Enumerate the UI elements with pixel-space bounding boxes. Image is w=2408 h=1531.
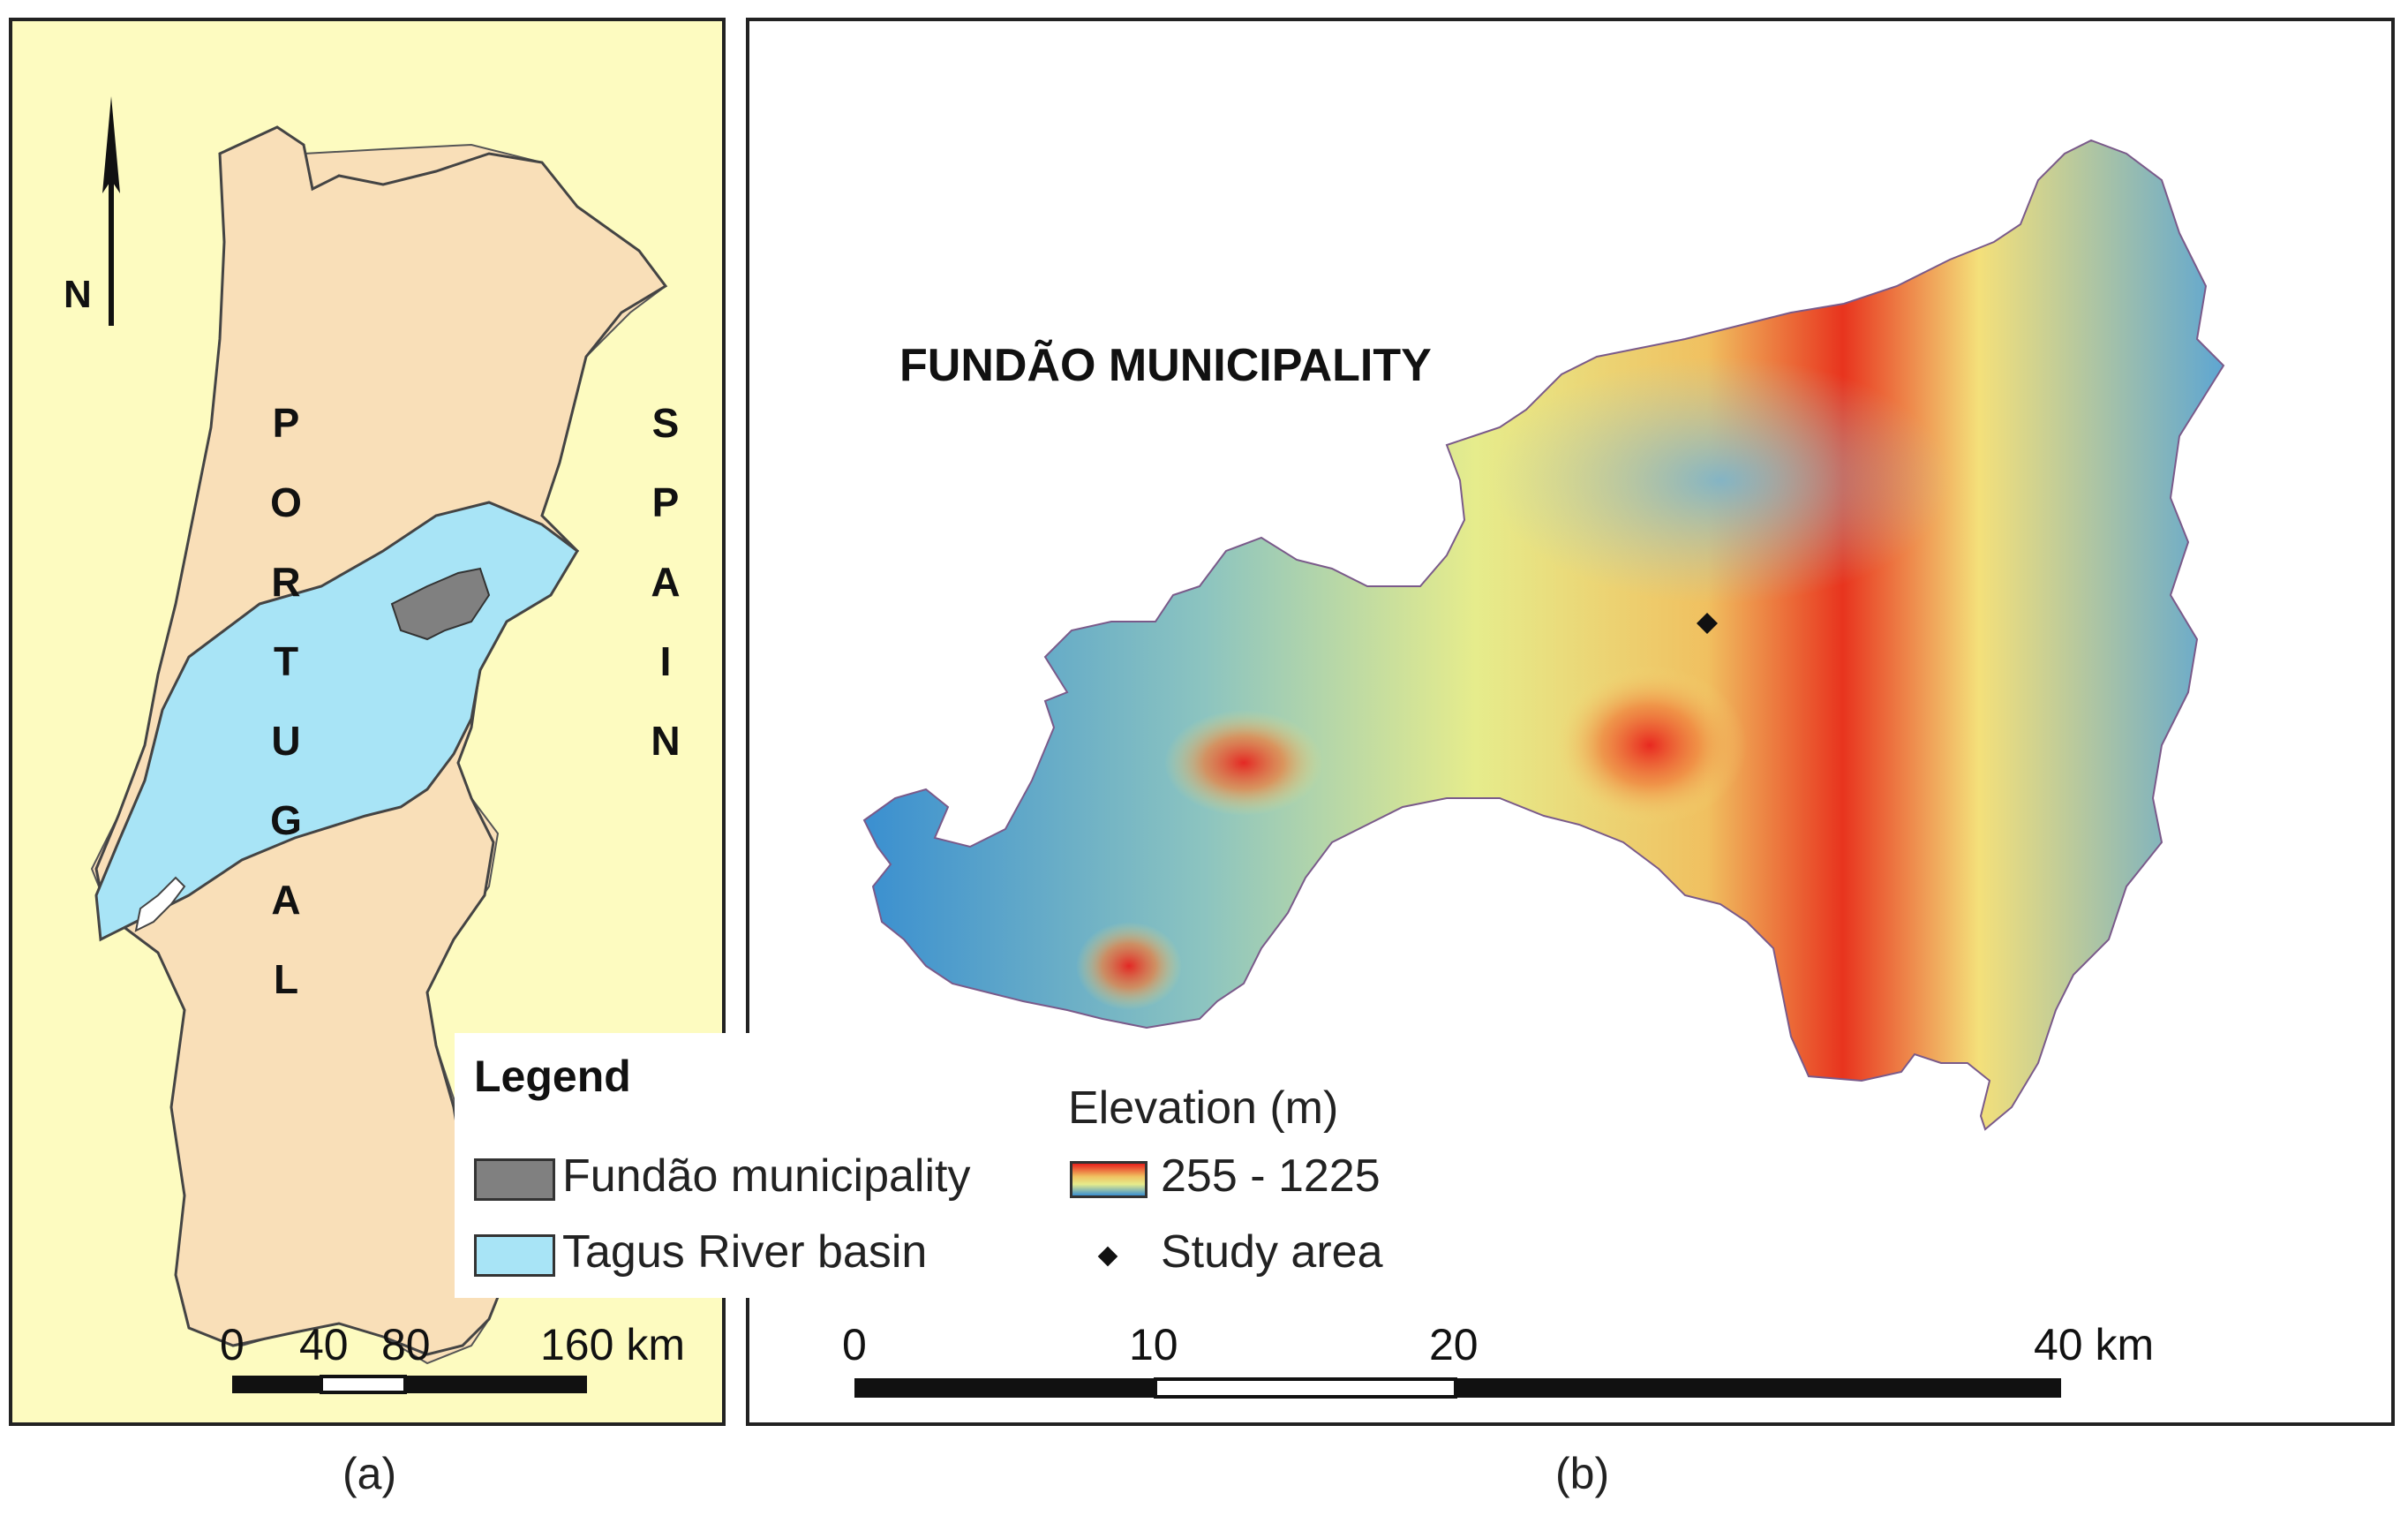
elevation-map-svg [854, 139, 2225, 1399]
north-arrow-head [102, 96, 120, 193]
portugal-letter-5: U [271, 718, 301, 764]
north-label: N [64, 273, 92, 316]
elevation-peak-southwest [1076, 922, 1182, 1010]
scale-bar-a-seg1 [232, 1376, 322, 1393]
legend-swatch-basin [474, 1234, 555, 1277]
scale-a-tick-40: 40 [299, 1320, 349, 1369]
tagus-estuary [134, 876, 186, 932]
portugal-letter-3: R [271, 559, 301, 605]
fundao-municipality-area [390, 567, 491, 641]
spain-letter-1: S [651, 400, 680, 446]
scale-b-tick-40: 40 km [2034, 1320, 2155, 1369]
scale-a-tick-160: 160 km [540, 1320, 685, 1369]
study-area-marker [1697, 613, 1718, 634]
portugal-letter-8: L [273, 956, 299, 1002]
legend-elevation-heading: Elevation (m) [1068, 1082, 1339, 1134]
legend-swatch-elevation [1070, 1161, 1148, 1198]
legend-elevation-range: 255 - 1225 [1161, 1150, 1381, 1202]
scale-bar-a-seg2 [320, 1375, 407, 1394]
scale-b-tick-10: 10 [1129, 1320, 1178, 1369]
scale-bar-b-seg2 [1154, 1377, 1457, 1399]
legend: Legend Fundão municipality Tagus River b… [455, 1033, 1496, 1298]
panel-a-caption: (a) [342, 1449, 397, 1498]
spain-letter-3: A [651, 559, 681, 605]
elevation-peak-central [1553, 666, 1747, 825]
portugal-letter-6: G [270, 797, 302, 843]
portugal-letter-7: A [271, 877, 301, 923]
location-map-panel: N P O R T U G A L S P A I N 0 40 80 160 … [9, 18, 726, 1426]
panel-b-caption: (b) [1555, 1449, 1610, 1498]
scale-b-tick-0: 0 [842, 1320, 867, 1369]
scale-a-tick-0: 0 [220, 1320, 245, 1369]
scale-bar-b-seg1 [854, 1378, 1156, 1398]
legend-label-basin: Tagus River basin [562, 1226, 928, 1278]
location-map-svg [90, 96, 668, 1394]
elevation-peak-west [1164, 710, 1323, 816]
scale-bar-b-seg3 [1455, 1378, 2061, 1398]
legend-label-study-area: Study area [1161, 1226, 1383, 1278]
portugal-letter-4: T [273, 638, 299, 684]
elevation-north-plateau [1491, 357, 1950, 604]
portugal-letter-2: O [270, 479, 302, 525]
map-title: FUNDÃO MUNICIPALITY [899, 340, 1432, 391]
legend-study-area-icon [1097, 1246, 1118, 1267]
spain-letter-5: N [651, 718, 681, 764]
spain-letter-2: P [651, 479, 680, 525]
legend-label-municipality: Fundão municipality [562, 1150, 971, 1202]
scale-a-tick-80: 80 [381, 1320, 431, 1369]
scale-b-tick-20: 20 [1429, 1320, 1479, 1369]
scale-bar-a-seg3 [404, 1376, 587, 1393]
portugal-letter-1: P [272, 400, 300, 446]
spain-letter-4: I [659, 638, 672, 684]
fundao-elevation-area [862, 139, 2225, 1131]
legend-title: Legend [474, 1052, 631, 1101]
legend-swatch-municipality [474, 1158, 555, 1201]
